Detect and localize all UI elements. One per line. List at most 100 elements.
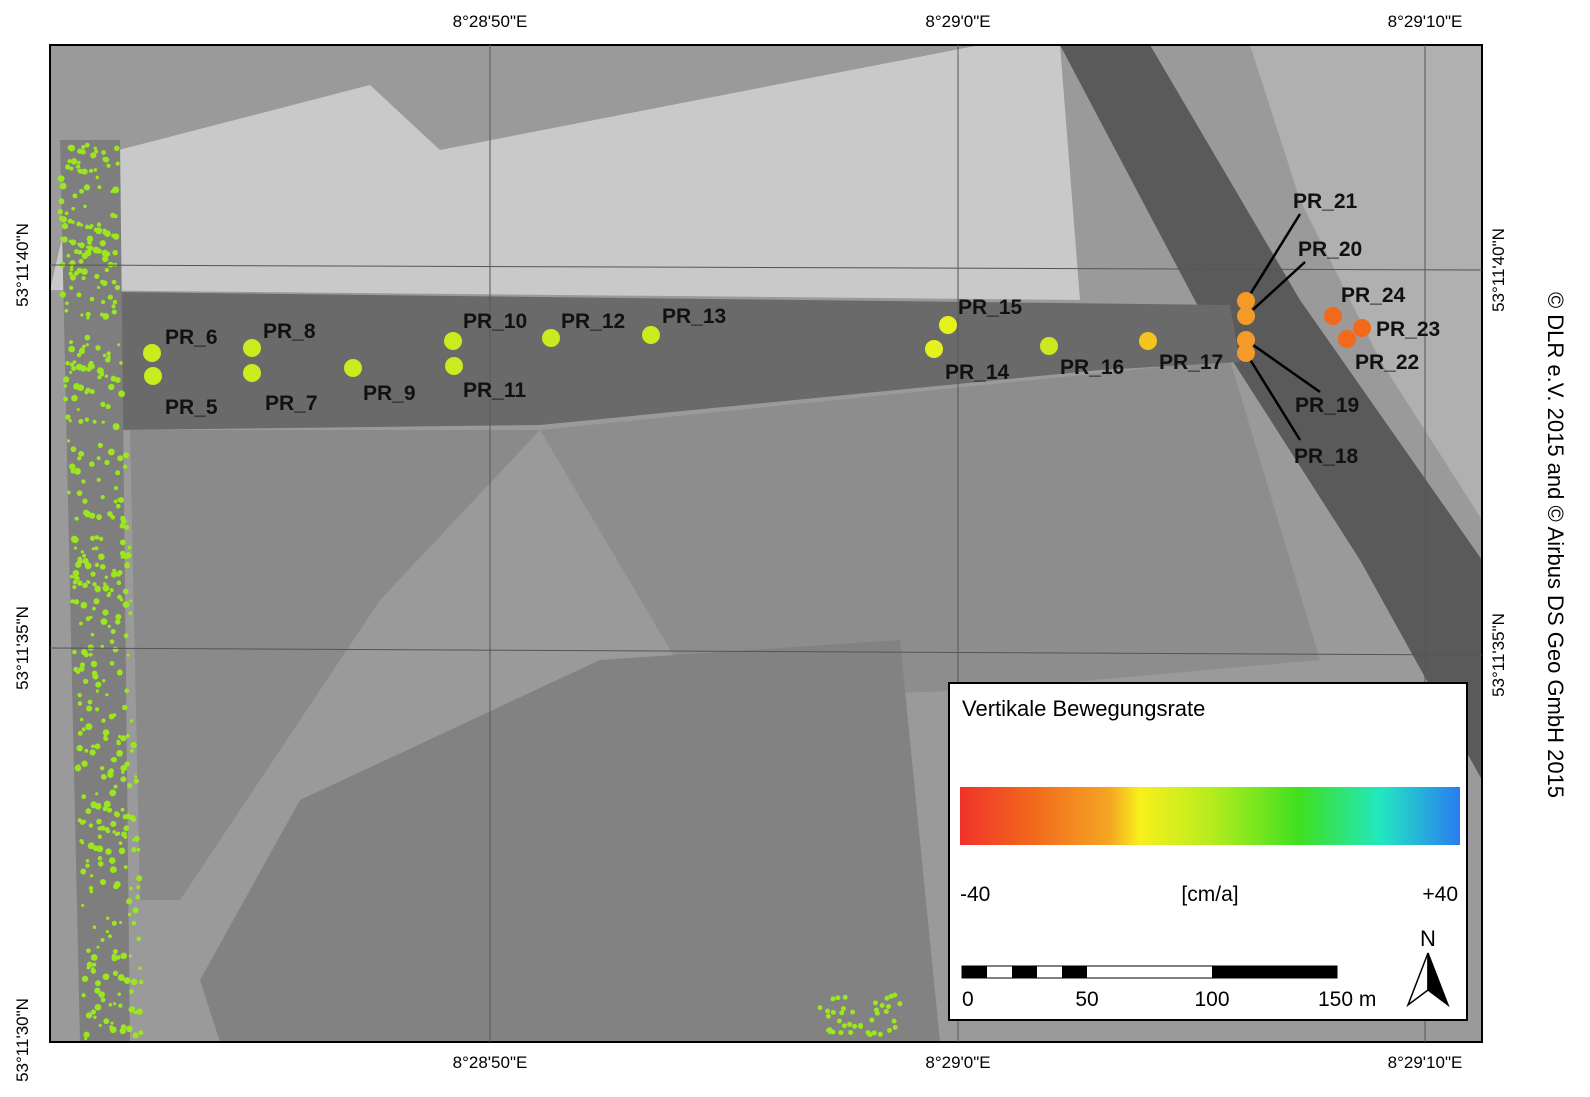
- speckle: [841, 1006, 846, 1011]
- speckle: [134, 1011, 137, 1014]
- speckle: [81, 268, 88, 275]
- point-label: PR_12: [561, 310, 625, 333]
- speckle: [136, 875, 142, 881]
- speckle: [101, 618, 108, 625]
- speckle: [136, 885, 140, 889]
- speckle: [77, 693, 81, 697]
- speckle: [87, 581, 90, 584]
- speckle: [848, 1030, 853, 1035]
- speckle: [130, 719, 133, 722]
- speckle: [110, 515, 115, 520]
- speckle: [65, 309, 69, 313]
- speckle: [102, 679, 105, 682]
- speckle: [79, 242, 85, 248]
- speckle: [105, 576, 108, 579]
- speckle: [79, 259, 84, 264]
- speckle: [110, 821, 116, 827]
- speckle: [103, 729, 110, 736]
- speckle: [77, 580, 83, 586]
- speckle: [89, 823, 93, 827]
- speckle: [97, 456, 101, 460]
- speckle: [75, 517, 79, 521]
- speckle: [123, 601, 130, 608]
- speckle: [69, 419, 72, 422]
- left-coordinate: 53°11'40"N: [13, 223, 32, 307]
- speckle: [71, 220, 75, 224]
- speckle: [70, 239, 76, 245]
- speckle: [825, 1009, 830, 1014]
- speckle: [77, 353, 81, 357]
- speckle: [114, 785, 118, 789]
- point: [243, 364, 261, 382]
- speckle: [108, 448, 115, 455]
- speckle: [94, 168, 98, 172]
- speckle: [67, 439, 70, 442]
- speckle: [119, 361, 123, 365]
- speckle: [77, 250, 82, 255]
- speckle: [868, 1032, 873, 1037]
- speckle: [852, 1024, 857, 1029]
- speckle: [101, 150, 106, 155]
- speckle: [63, 397, 68, 402]
- speckle: [133, 1032, 139, 1038]
- speckle: [103, 157, 109, 163]
- speckle: [843, 995, 848, 1000]
- speckle: [87, 962, 93, 968]
- speckle: [63, 376, 69, 382]
- point: [1324, 307, 1342, 325]
- speckle: [82, 499, 87, 504]
- speckle: [108, 934, 112, 938]
- speckle: [101, 774, 107, 780]
- speckle: [79, 839, 83, 843]
- speckle: [122, 705, 127, 710]
- speckle: [81, 993, 85, 997]
- speckle: [73, 667, 78, 672]
- speckle: [135, 837, 139, 841]
- speckle: [134, 779, 139, 784]
- speckle: [62, 223, 68, 229]
- speckle: [138, 1030, 143, 1035]
- speckle: [82, 276, 86, 280]
- speckle: [88, 363, 92, 367]
- speckle: [76, 164, 80, 168]
- speckle: [95, 587, 100, 592]
- speckle: [95, 980, 101, 986]
- speckle: [94, 147, 97, 150]
- point: [1338, 330, 1356, 348]
- speckle: [90, 572, 95, 577]
- speckle: [115, 285, 120, 290]
- speckle: [77, 559, 82, 564]
- right-coordinate: 53°11'40"N: [1489, 228, 1508, 312]
- speckle: [897, 1001, 902, 1006]
- speckle: [60, 183, 67, 190]
- speckle: [97, 222, 101, 226]
- speckle: [84, 749, 88, 753]
- speckle: [121, 519, 127, 525]
- speckle: [131, 847, 136, 852]
- speckle: [96, 248, 101, 253]
- speckle: [60, 216, 67, 223]
- point-label: PR_6: [165, 326, 218, 349]
- speckle: [842, 1023, 847, 1028]
- speckle: [85, 864, 89, 868]
- speckle: [110, 866, 117, 873]
- speckle: [79, 189, 84, 194]
- speckle: [92, 582, 96, 586]
- speckle: [83, 205, 86, 208]
- point-label: PR_14: [945, 361, 1010, 384]
- speckle: [114, 214, 118, 218]
- speckle: [126, 734, 130, 738]
- speckle: [118, 390, 125, 397]
- point-label: PR_16: [1060, 356, 1124, 379]
- speckle: [839, 1010, 844, 1015]
- speckle: [88, 245, 94, 251]
- speckle: [873, 1000, 878, 1005]
- speckle: [116, 161, 120, 165]
- speckle: [110, 190, 114, 194]
- legend: Vertikale Bewegungsrate -40 [cm/a] +40 0…: [949, 683, 1467, 1020]
- point: [243, 339, 261, 357]
- speckle: [123, 452, 129, 458]
- speckle: [108, 384, 114, 390]
- speckle: [137, 848, 140, 851]
- speckle: [105, 827, 110, 832]
